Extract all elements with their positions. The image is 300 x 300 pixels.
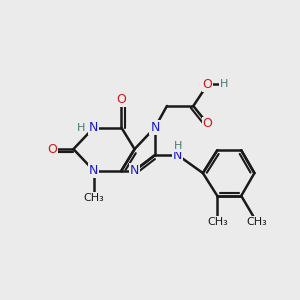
Text: N: N: [173, 148, 182, 162]
Text: CH₃: CH₃: [83, 193, 104, 203]
Text: N: N: [89, 164, 98, 177]
Text: O: O: [47, 142, 57, 156]
Text: CH₃: CH₃: [246, 217, 267, 227]
Text: H: H: [77, 122, 86, 133]
Text: H: H: [173, 141, 182, 151]
Text: O: O: [116, 94, 126, 106]
Text: H: H: [220, 80, 229, 89]
Text: CH₃: CH₃: [207, 217, 228, 227]
Text: N: N: [89, 121, 98, 134]
Text: N: N: [130, 164, 139, 177]
Text: N: N: [150, 121, 160, 134]
Text: O: O: [203, 78, 213, 91]
Text: O: O: [203, 117, 213, 130]
